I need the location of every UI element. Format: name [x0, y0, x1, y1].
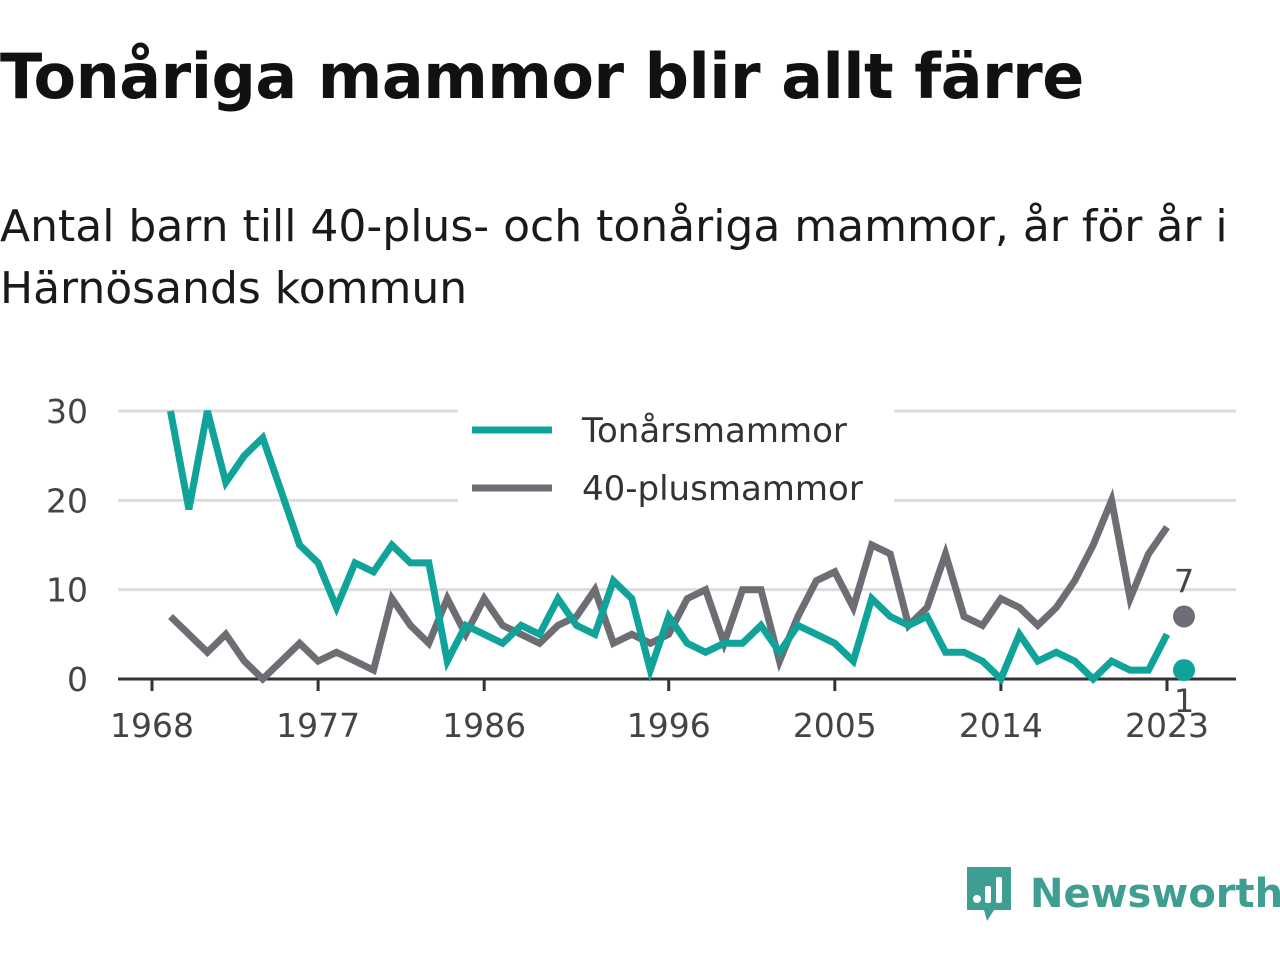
- chart-title: Tonåriga mammor blir allt färre: [0, 40, 1084, 113]
- y-tick-label: 0: [67, 660, 88, 699]
- x-tick-label: 1996: [627, 706, 711, 745]
- legend: Tonårsmammor 40-plusmammor: [458, 404, 894, 518]
- x-tick-label: 2023: [1125, 706, 1209, 745]
- end-point-marker: [1173, 659, 1195, 682]
- end-value-label: 1: [1174, 682, 1194, 720]
- series-line-0: [167, 410, 1171, 686]
- x-tick-label: 1977: [276, 706, 360, 745]
- end-labels: 17: [1173, 562, 1195, 720]
- y-tick-label: 10: [46, 571, 88, 610]
- x-axis: 1968 1977 1986 1996 2005 2014 2023: [110, 677, 1236, 745]
- end-point-marker: [1173, 605, 1195, 628]
- x-tick-label: 2014: [959, 706, 1043, 745]
- series-lines: [167, 410, 1171, 686]
- legend-label: 40-plusmammor: [582, 469, 863, 509]
- legend-background: [458, 404, 894, 518]
- end-value-label: 7: [1174, 562, 1194, 600]
- series-line-1: [168, 488, 1170, 684]
- y-tick-label: 20: [46, 481, 88, 520]
- x-tick-label: 1968: [110, 706, 194, 745]
- brand-logo: Newsworthy: [964, 864, 1280, 924]
- legend-label: Tonårsmammor: [581, 411, 847, 451]
- grid-lines: 0 10 20 30: [46, 392, 1236, 699]
- brand-name: Newsworthy: [1030, 871, 1280, 917]
- chart-bubble-icon: [967, 867, 1011, 921]
- y-tick-label: 30: [46, 392, 88, 431]
- chart-subtitle: Antal barn till 40-plus- och tonåriga ma…: [0, 201, 1228, 314]
- x-tick-label: 1986: [442, 706, 526, 745]
- x-tick-label: 2005: [793, 706, 877, 745]
